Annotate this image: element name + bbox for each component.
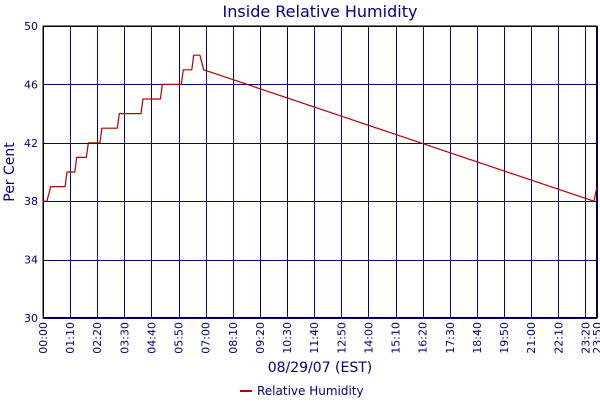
x-tick-labels: 00:00 01:10 02:20 03:30 04:40 05:50 07:00 08:10… [37,322,600,354]
x-tick-label: 21:00 [525,322,538,354]
x-tick-label: 12:50 [335,322,348,354]
plot-border [43,26,597,318]
x-tick-label: 23:50 [591,322,600,354]
legend-label: Relative Humidity [257,384,364,398]
y-axis-label: Per Cent [2,142,18,202]
series-layer [43,54,598,202]
x-tick-label: 17:30 [444,322,457,354]
grid [42,25,598,319]
x-tick-label: 00:00 [37,322,50,354]
x-tick-label: 22:10 [552,322,565,354]
x-tick-label: 19:50 [498,322,511,354]
x-tick-label: 11:40 [308,322,321,354]
y-tick-label: 46 [24,78,38,91]
x-tick-label: 04:40 [145,322,158,354]
x-tick-label: 18:40 [471,322,484,354]
x-tick-label: 08:10 [227,322,240,354]
plot-area [42,25,598,319]
x-tick-label: 23:20 [579,322,592,354]
y-tick-label: 38 [24,195,38,208]
y-tick-labels: 30 34 38 42 46 50 [24,20,38,325]
y-tick-label: 30 [24,312,38,325]
x-tick-label: 07:00 [200,322,213,354]
series-line-relative-humidity [43,54,598,202]
x-tick-label: 05:50 [173,322,186,354]
y-tick-label: 50 [24,20,38,33]
x-tick-label: 01:10 [64,322,77,354]
x-tick-label: 02:20 [91,322,104,354]
y-tick-label: 42 [24,137,38,150]
x-tick-label: 14:00 [362,322,375,354]
x-tick-label: 03:30 [118,322,131,354]
x-axis-label: 08/29/07 (EST) [268,360,373,376]
chart-title: Inside Relative Humidity [223,2,418,21]
x-tick-label: 16:20 [417,322,430,354]
legend: Relative Humidity [240,384,364,398]
x-tick-label: 15:10 [390,322,403,354]
y-tick-label: 34 [24,254,38,267]
x-tick-label: 10:30 [281,322,294,354]
x-tick-label: 09:20 [254,322,267,354]
